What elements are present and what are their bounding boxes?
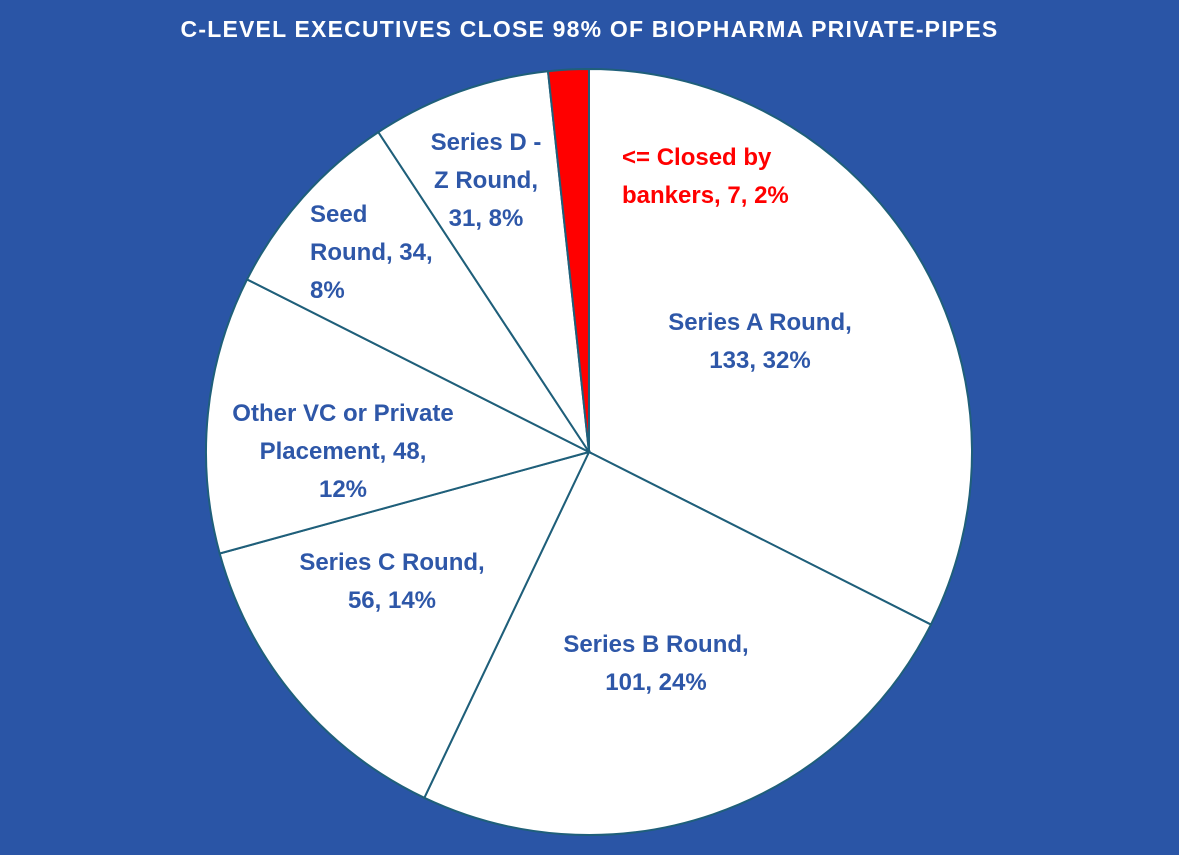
slice-label-series-d-z-round: Series D -Z Round, 31, 8% — [431, 129, 542, 232]
slice-label-closed-by-bankers: <= Closed by bankers, 7, 2% — [622, 144, 789, 209]
chart-title: C-LEVEL EXECUTIVES CLOSE 98% OF BIOPHARM… — [180, 16, 999, 42]
pie-slice-seed-round — [245, 130, 592, 455]
pie-slice-other-vc-or-private-placement — [205, 278, 592, 555]
pie-slice-series-c-round — [218, 450, 591, 800]
pie-slice-series-b-round — [423, 450, 933, 836]
slice-label-seed-round: Seed Round, 34, 8% — [310, 201, 433, 304]
slice-label-other-vc-or-private-placement: Other VC or Private Placement, 48, 12% — [232, 400, 453, 503]
pie-slice-series-a-round — [588, 67, 973, 626]
slice-label-series-b-round: Series B Round, 101, 24% — [563, 631, 748, 696]
slice-label-series-a-round: Series A Round, 133, 32% — [668, 309, 852, 374]
pie-slice-closed-by-bankers — [546, 67, 590, 453]
pie-slice-series-d-z-round — [376, 70, 590, 453]
slice-label-series-c-round: Series C Round, 56, 14% — [299, 549, 484, 614]
